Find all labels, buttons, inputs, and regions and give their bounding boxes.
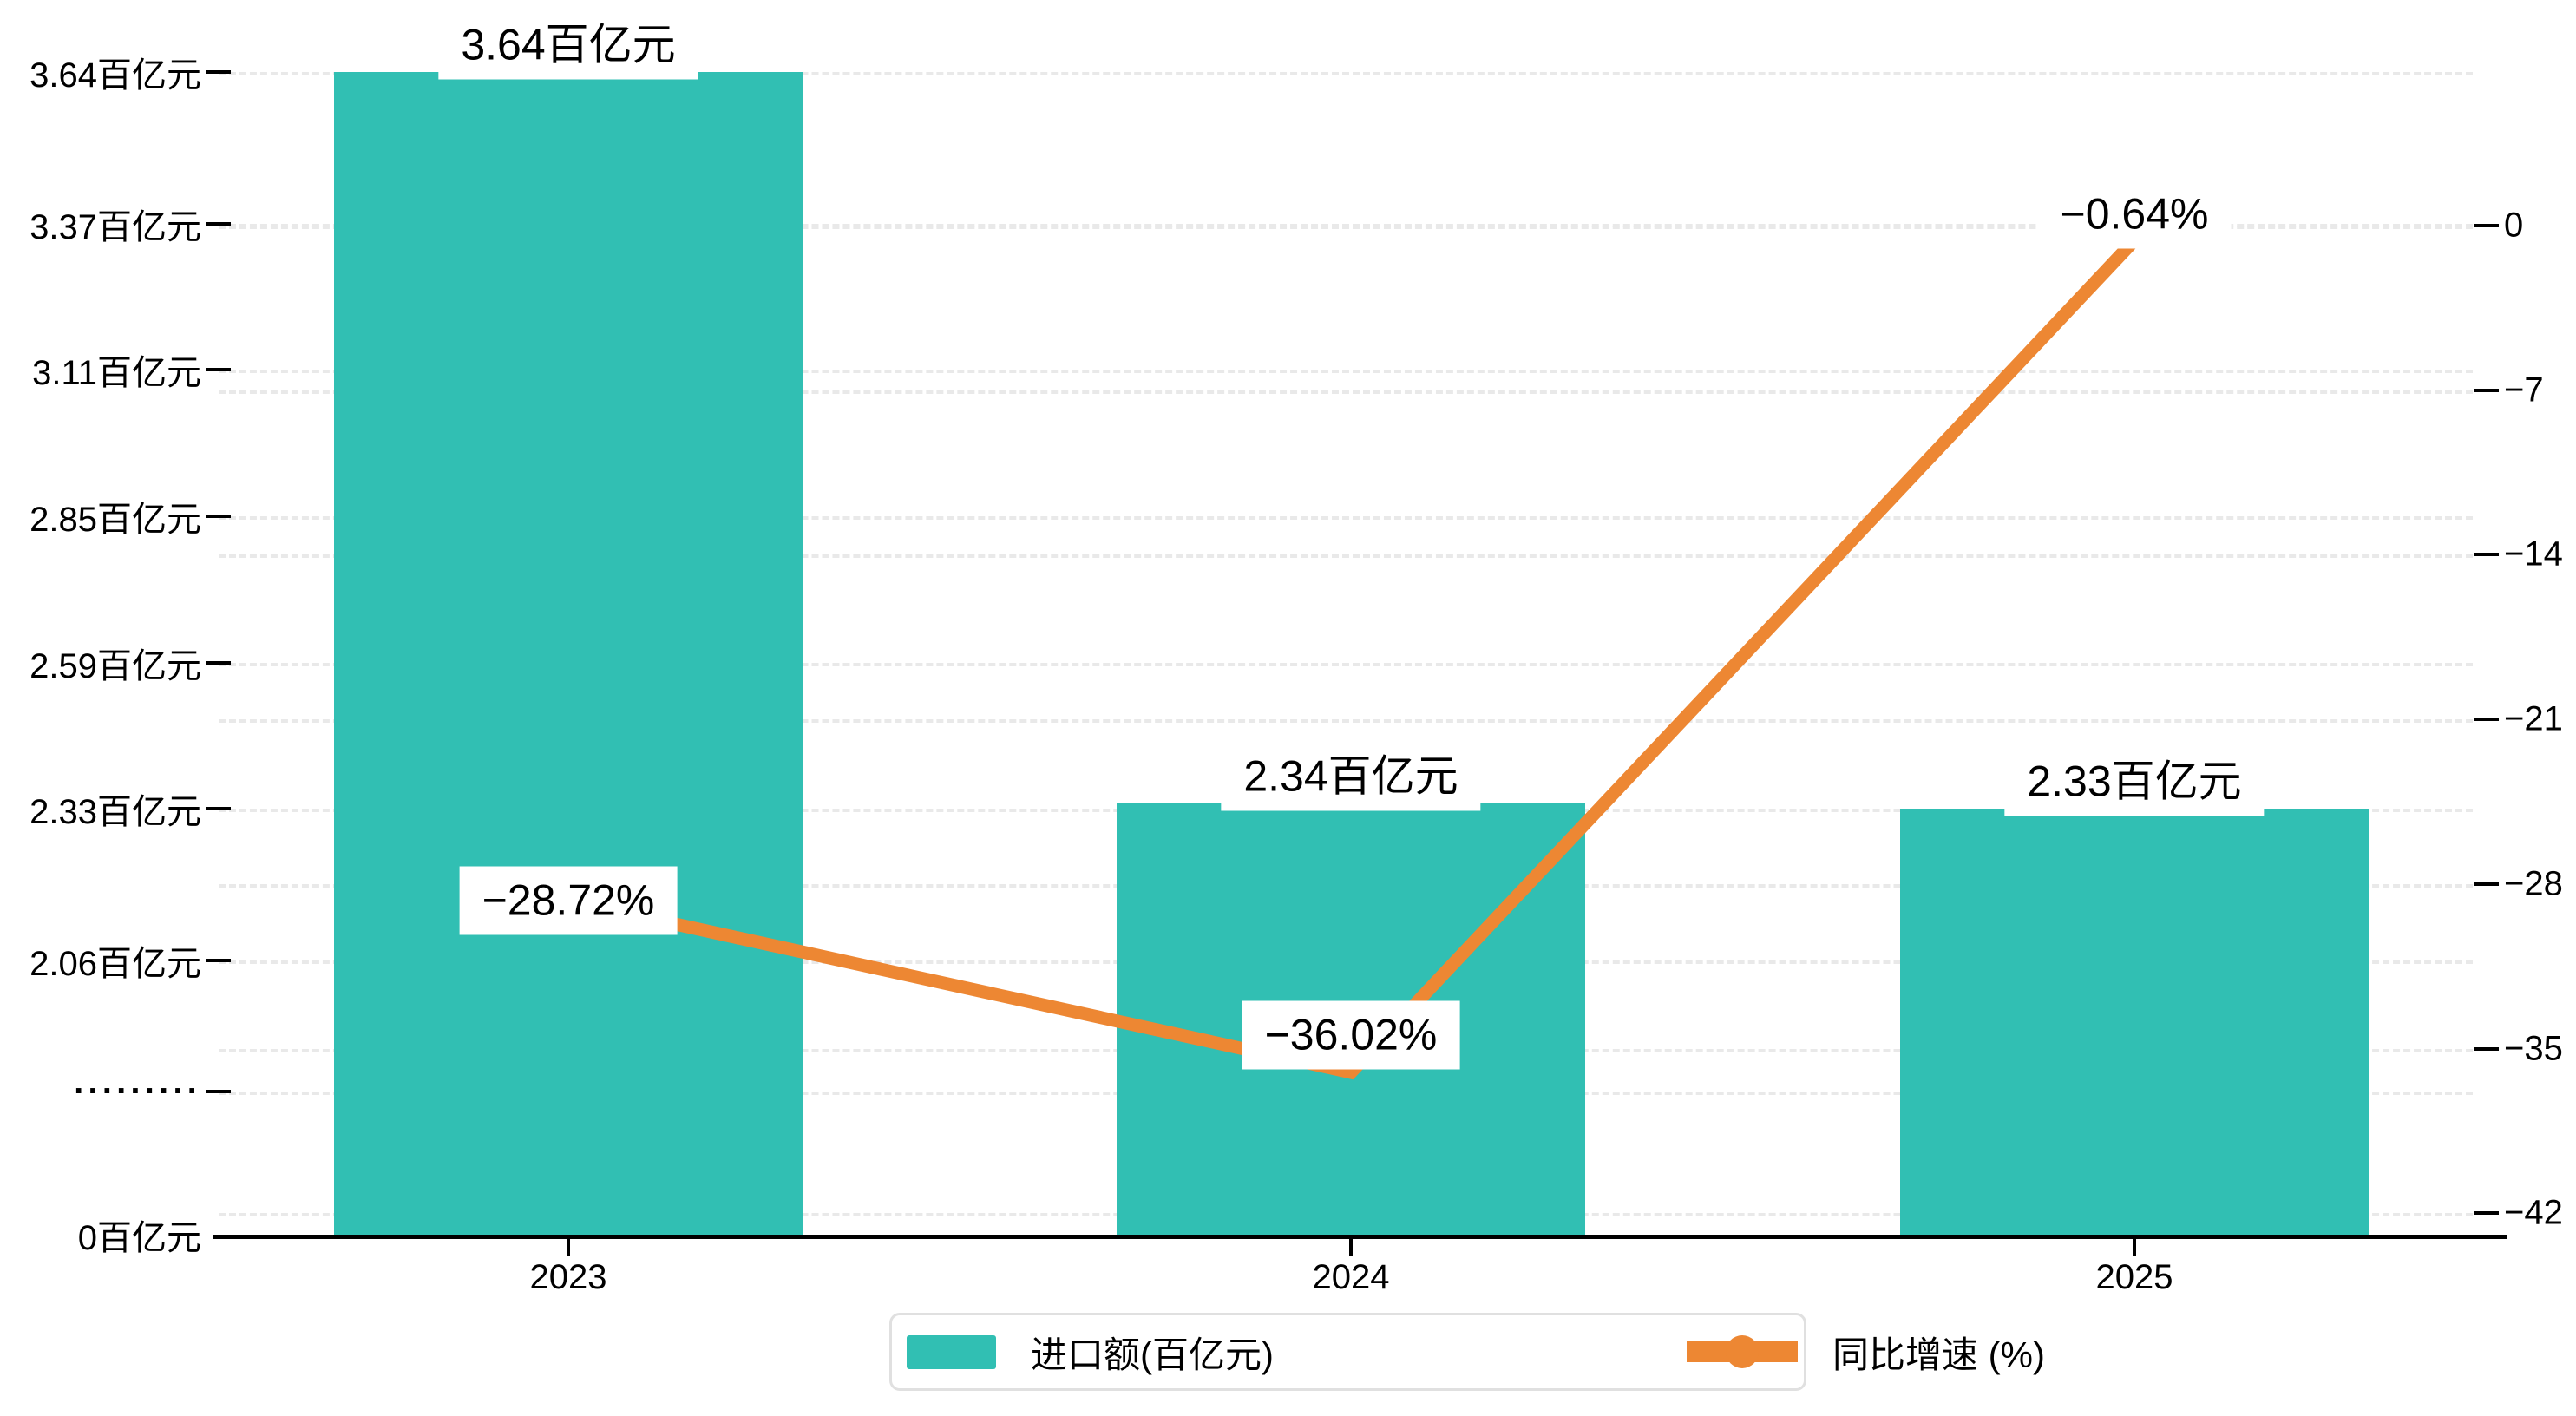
bar-value-label-2025: 2.33百亿元 bbox=[2004, 747, 2265, 816]
y-axis-tick-right bbox=[2474, 1047, 2499, 1051]
y-axis-label-right: −35 bbox=[2504, 1029, 2563, 1068]
gridline bbox=[219, 719, 2473, 723]
bar-2023 bbox=[334, 72, 803, 1235]
y-axis-label-right: 0 bbox=[2504, 206, 2524, 245]
gridline bbox=[219, 554, 2473, 558]
y-axis-label-left: 2.59百亿元 bbox=[29, 647, 201, 685]
gridline bbox=[219, 72, 2473, 75]
growth-line bbox=[567, 235, 2140, 1080]
growth-rate-label-2023: −28.72% bbox=[459, 866, 678, 935]
y-axis-tick-left bbox=[206, 222, 231, 226]
y-axis-tick-right bbox=[2474, 718, 2499, 721]
gridline bbox=[219, 226, 2473, 229]
x-axis-tick bbox=[567, 1239, 570, 1256]
gridline bbox=[219, 390, 2473, 394]
y-axis-tick-left bbox=[206, 1090, 231, 1093]
gridline bbox=[219, 370, 2473, 373]
y-axis-tick-left bbox=[206, 70, 231, 74]
y-axis-label-left: 2.33百亿元 bbox=[29, 793, 201, 831]
y-axis-label-right: −21 bbox=[2504, 699, 2563, 738]
gridline bbox=[219, 516, 2473, 520]
growth-rate-label-2024: −36.02% bbox=[1242, 1000, 1460, 1070]
y-axis-tick-left bbox=[206, 368, 231, 371]
gridline bbox=[219, 663, 2473, 666]
x-axis-label-2025: 2025 bbox=[2095, 1258, 2173, 1296]
y-axis-label-right: −42 bbox=[2504, 1193, 2563, 1232]
y-axis-tick-right bbox=[2474, 882, 2499, 886]
y-axis-tick-right bbox=[2474, 389, 2499, 392]
bar-2025 bbox=[1900, 809, 2369, 1235]
y-axis-tick-right bbox=[2474, 224, 2499, 227]
y-axis-label-left: 0百亿元 bbox=[77, 1219, 201, 1257]
y-axis-label-right: −28 bbox=[2504, 864, 2563, 903]
y-axis-label-left: 3.64百亿元 bbox=[29, 56, 201, 95]
y-axis-tick-left bbox=[206, 515, 231, 518]
y-axis-label-right: −14 bbox=[2504, 534, 2563, 574]
x-axis-label-2024: 2024 bbox=[1312, 1258, 1390, 1296]
legend-box: 进口额(百亿元) 同比增速 (%) bbox=[889, 1313, 2045, 1391]
legend-label-import-amount: 进口额(百亿元) bbox=[1031, 1334, 1274, 1375]
y-axis-label-left: 3.11百亿元 bbox=[32, 354, 201, 392]
y-axis-label-left: 3.37百亿元 bbox=[29, 208, 201, 246]
y-axis-label-right: −7 bbox=[2504, 370, 2544, 410]
legend-item-import-amount[interactable]: 进口额(百亿元) bbox=[892, 1326, 1274, 1379]
line-dot-icon bbox=[1686, 1334, 1798, 1369]
x-axis-line bbox=[213, 1235, 2507, 1239]
bar-value-label-2023: 3.64百亿元 bbox=[438, 10, 698, 80]
y-axis-label-left: 2.85百亿元 bbox=[29, 501, 201, 539]
legend-label-growth-rate: 同比增速 (%) bbox=[1832, 1334, 2045, 1375]
growth-rate-label-2025: −0.64% bbox=[2037, 180, 2232, 249]
bar-value-label-2024: 2.34百亿元 bbox=[1221, 742, 1481, 811]
legend-item-growth-rate[interactable]: 同比增速 (%) bbox=[1274, 1326, 2045, 1379]
y-axis-tick-right bbox=[2474, 553, 2499, 556]
y-axis-tick-left bbox=[206, 959, 231, 962]
bar-swatch-icon bbox=[907, 1334, 996, 1369]
x-axis-label-2023: 2023 bbox=[529, 1258, 607, 1296]
y-axis-label-left: 2.06百亿元 bbox=[29, 945, 201, 983]
x-axis-tick bbox=[2133, 1239, 2136, 1256]
y-axis-label-left: ········· bbox=[74, 1072, 201, 1111]
x-axis-tick bbox=[1349, 1239, 1353, 1256]
y-axis-tick-right bbox=[2474, 1211, 2499, 1215]
y-axis-tick-left bbox=[206, 807, 231, 810]
y-axis-tick-left bbox=[206, 661, 231, 665]
